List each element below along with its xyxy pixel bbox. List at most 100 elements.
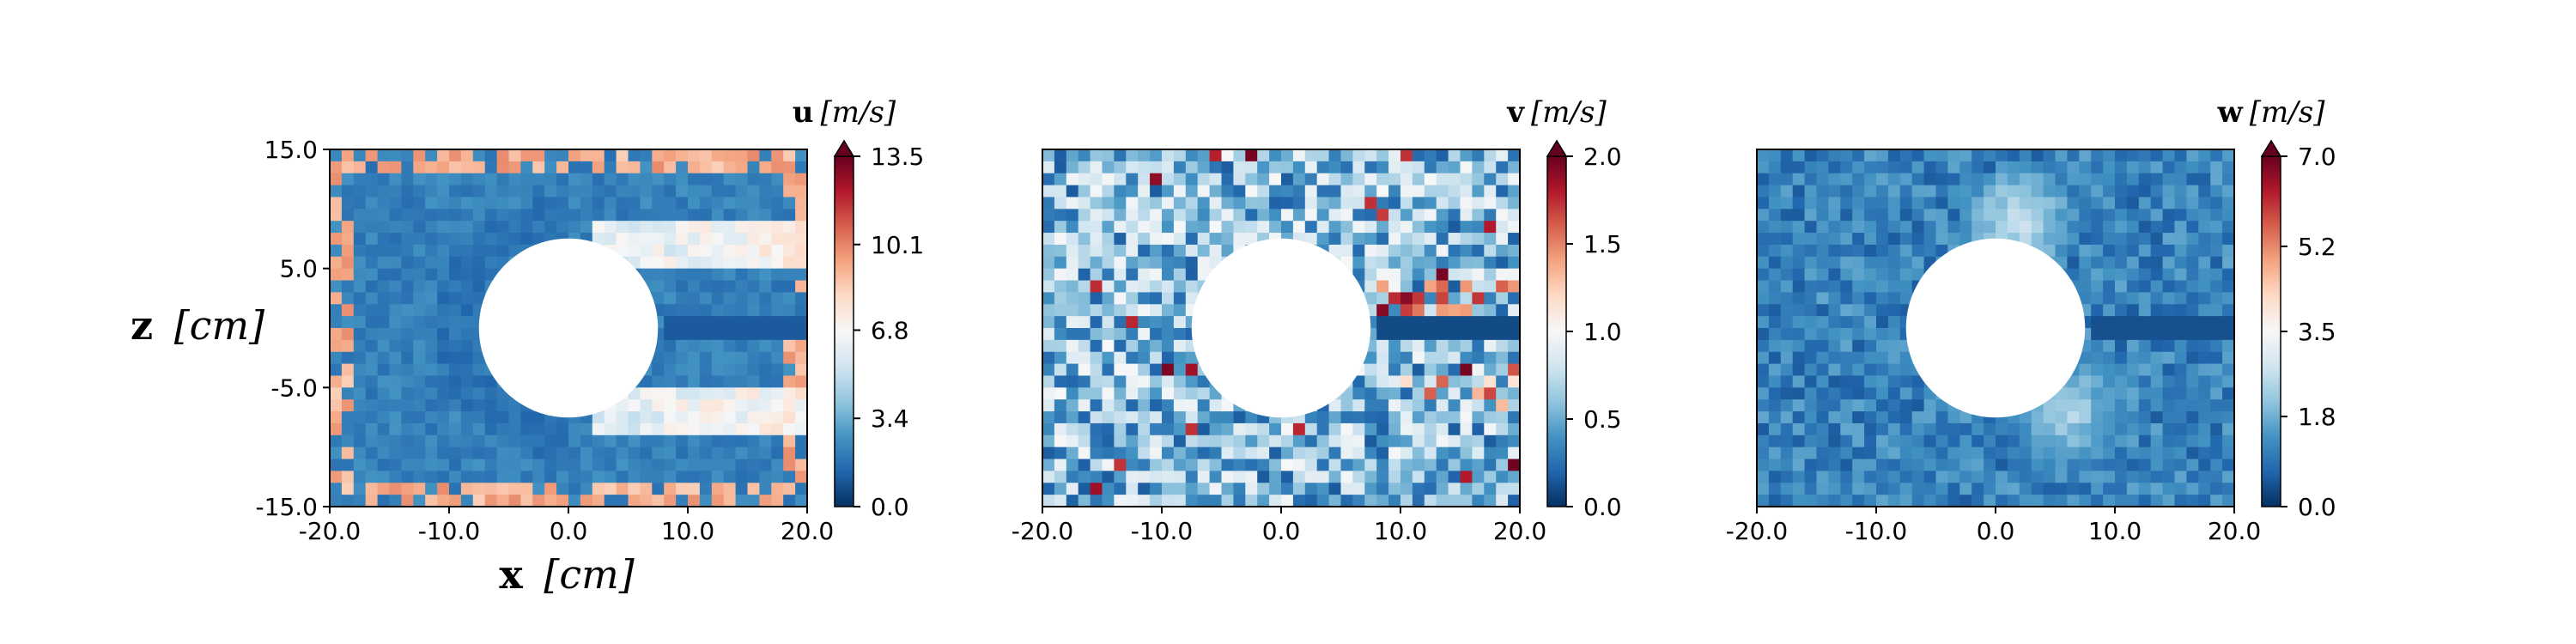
heatmap-cell: [1448, 351, 1461, 365]
heatmap-cell: [1424, 173, 1437, 186]
heatmap-cell: [711, 363, 725, 377]
heatmap-cell: [1126, 161, 1139, 174]
heatmap-cell: [1899, 280, 1913, 293]
heatmap-cell: [1150, 209, 1163, 222]
heatmap-cell: [1042, 221, 1055, 234]
heatmap-cell: [1804, 244, 1818, 258]
heatmap-cell: [365, 197, 379, 210]
heatmap-cell: [556, 149, 569, 162]
heatmap-cell: [1054, 280, 1067, 293]
heatmap-cell: [1971, 161, 1984, 174]
heatmap-cell: [1412, 375, 1425, 388]
heatmap-cell: [568, 447, 581, 460]
heatmap-cell: [2138, 363, 2152, 377]
heatmap-cell: [747, 387, 760, 400]
heatmap-cell: [1828, 471, 1841, 483]
heatmap-cell: [1233, 233, 1246, 246]
x-tick-label: -10.0: [1131, 517, 1193, 545]
heatmap-cell: [1400, 316, 1413, 329]
heatmap-cell: [1852, 149, 1865, 162]
heatmap-cell: [353, 149, 367, 162]
heatmap-cell: [723, 256, 737, 270]
heatmap-cell: [460, 459, 474, 471]
heatmap-cell: [2138, 375, 2152, 388]
heatmap-cell: [1114, 351, 1127, 365]
heatmap-cell: [425, 447, 438, 460]
heatmap-cell: [711, 459, 725, 471]
heatmap-cell: [2162, 173, 2176, 186]
heatmap-cell: [2186, 375, 2199, 388]
heatmap-cell: [353, 173, 367, 186]
heatmap-cell: [449, 256, 462, 270]
heatmap-cell: [616, 447, 629, 460]
heatmap-cell: [365, 149, 379, 162]
heatmap-cell: [1768, 411, 1782, 424]
heatmap-cell: [2162, 316, 2176, 329]
heatmap-cell: [365, 292, 379, 305]
heatmap-cell: [330, 280, 343, 293]
heatmap-cell: [520, 221, 533, 234]
heatmap-cell: [437, 256, 450, 270]
heatmap-cell: [1448, 161, 1461, 174]
heatmap-cell: [1054, 328, 1067, 341]
heatmap-cell: [472, 292, 486, 305]
heatmap-cell: [2126, 483, 2140, 495]
heatmap-cell: [1436, 339, 1449, 353]
heatmap-cell: [1376, 221, 1389, 234]
heatmap-cell: [1340, 495, 1353, 507]
heatmap-cell: [2055, 221, 2068, 234]
heatmap-cell: [1042, 304, 1055, 317]
heatmap-cell: [1887, 363, 1901, 377]
heatmap-cell: [413, 185, 426, 198]
heatmap-cell: [1054, 161, 1067, 174]
heatmap-cell: [640, 459, 653, 471]
heatmap-cell: [1768, 375, 1782, 388]
heatmap-cell: [377, 363, 391, 377]
heatmap-cell: [1066, 363, 1079, 377]
heatmap-cell: [604, 471, 617, 483]
heatmap-cell: [1245, 173, 1258, 186]
heatmap-cell: [1508, 244, 1521, 258]
heatmap-cell: [1864, 422, 1877, 436]
heatmap-cell: [2067, 221, 2080, 234]
heatmap-cell: [2210, 387, 2223, 400]
heatmap-cell: [1376, 375, 1389, 388]
heatmap-cell: [1508, 351, 1521, 365]
heatmap-cell: [2150, 244, 2164, 258]
heatmap-cell: [2079, 375, 2092, 388]
heatmap-cell: [1768, 495, 1782, 507]
heatmap-cell: [1971, 422, 1984, 436]
heatmap-cell: [1102, 339, 1115, 353]
colorbar-v: 0.00.51.01.52.0v [m/s]: [1506, 95, 1621, 521]
heatmap-cell: [1090, 304, 1103, 317]
heatmap-cell: [1472, 149, 1485, 162]
heatmap-cell: [389, 471, 402, 483]
heatmap-cell: [341, 316, 355, 329]
heatmap-cell: [1090, 233, 1103, 246]
heatmap-cell: [1436, 459, 1449, 471]
heatmap-cell: [1828, 447, 1841, 460]
heatmap-cell: [1150, 173, 1163, 186]
heatmap-cell: [664, 256, 677, 270]
heatmap-cell: [1412, 185, 1425, 198]
heatmap-cell: [2031, 173, 2044, 186]
heatmap-cell: [389, 363, 402, 377]
heatmap-cell: [759, 411, 772, 424]
heatmap-cell: [1899, 185, 1913, 198]
heatmap-cell: [1876, 209, 1889, 222]
heatmap-cell: [437, 387, 450, 400]
heatmap-cell: [544, 422, 557, 436]
colorbar-title: v [m/s]: [1506, 95, 1607, 130]
heatmap-cell: [616, 197, 629, 210]
heatmap-cell: [2222, 411, 2235, 424]
heatmap-cell: [389, 351, 402, 365]
heatmap-cell: [759, 434, 772, 448]
heatmap-cell: [2150, 399, 2164, 412]
heatmap-cell: [389, 375, 402, 388]
heatmap-cell: [2198, 387, 2211, 400]
heatmap-cell: [1364, 495, 1377, 507]
heatmap-cell: [365, 304, 379, 317]
heatmap-cell: [1162, 328, 1175, 341]
colorbar-gradient: [834, 155, 854, 507]
x-tick-label: -20.0: [1012, 517, 1073, 545]
